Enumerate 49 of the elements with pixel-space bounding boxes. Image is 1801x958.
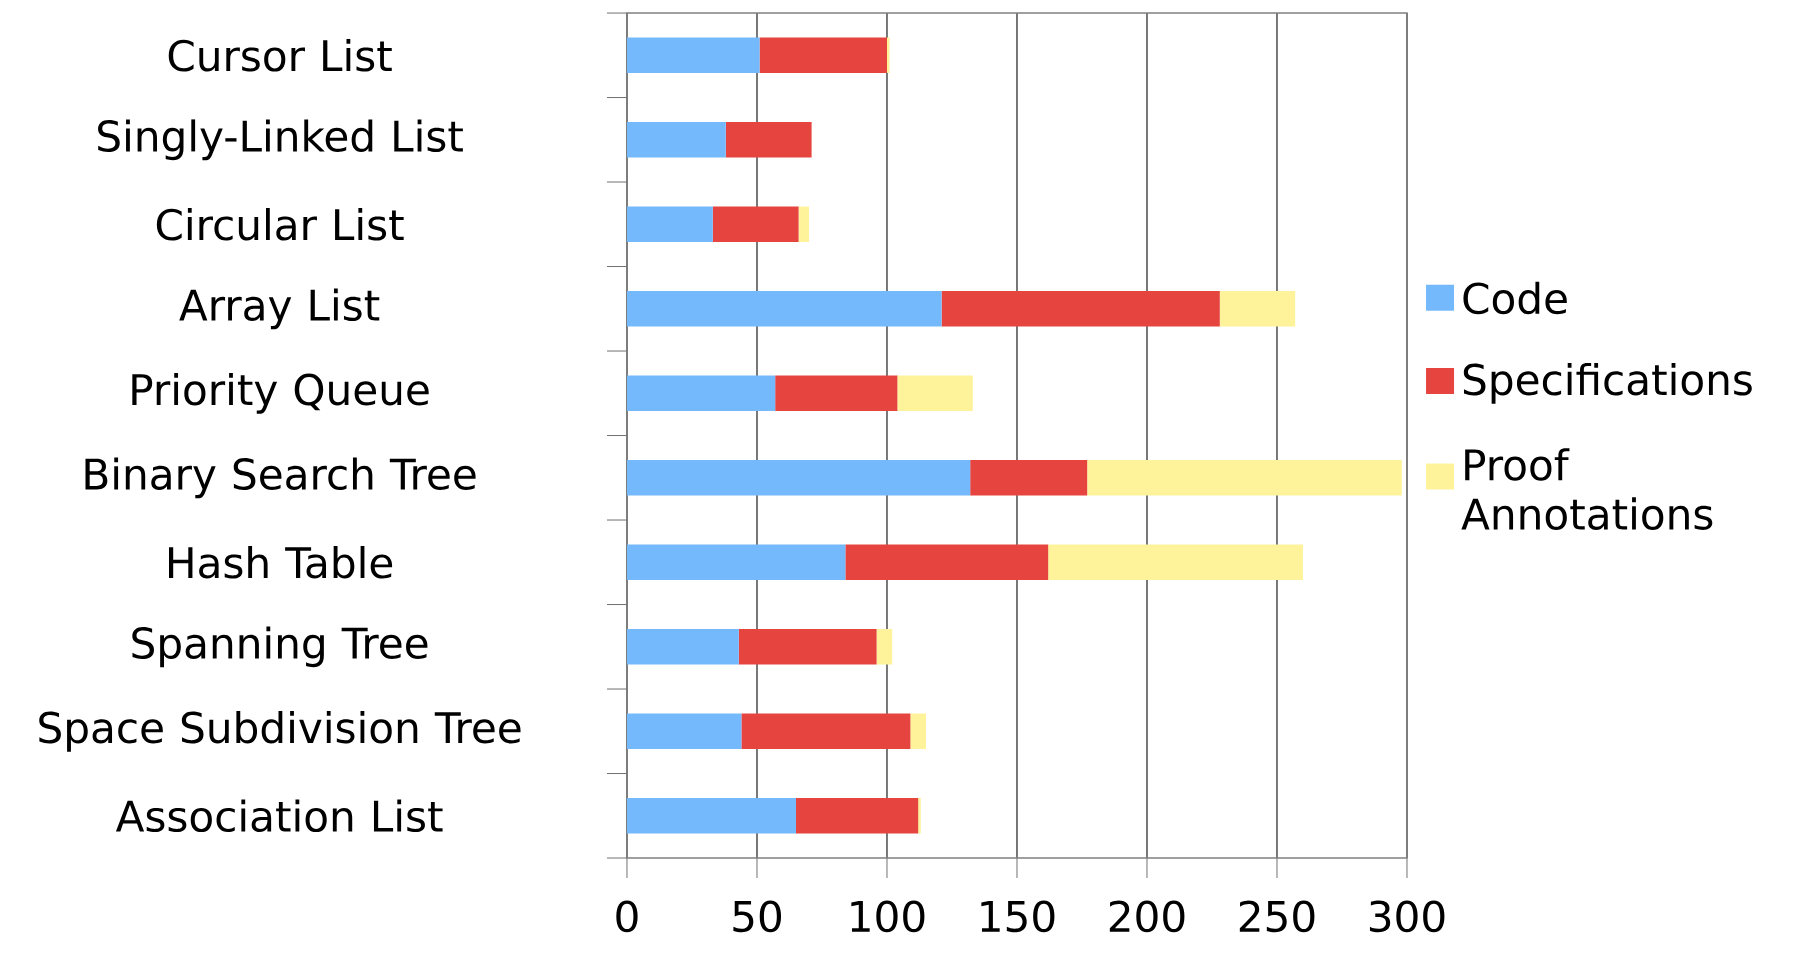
x-tick-label: 200 — [1109, 900, 1185, 933]
x-tick-label: 100 — [851, 900, 925, 933]
x-tick-label: 0 — [616, 900, 638, 933]
bar — [775, 375, 898, 412]
y-tick-label: Spanning Tree — [132, 626, 428, 668]
x-tick-label: 300 — [1369, 900, 1445, 933]
bar — [759, 37, 887, 74]
x-tick-label: 150 — [981, 900, 1055, 933]
bar — [738, 629, 877, 665]
y-tick-label: Space Subdivision Tree — [39, 710, 521, 752]
bar — [626, 206, 713, 243]
x-tick-label: 250 — [1239, 900, 1315, 933]
x-tick-label: 50 — [733, 900, 782, 933]
bar — [886, 37, 890, 74]
bar — [725, 122, 812, 158]
legend-label: Proof Annotations — [1461, 448, 1713, 530]
bar — [741, 713, 911, 750]
bar — [941, 291, 1220, 327]
y-tick-label: Singly-Linked List — [98, 119, 463, 161]
bar — [626, 291, 942, 327]
bar — [918, 798, 921, 834]
bar — [626, 37, 760, 74]
bar — [876, 629, 893, 665]
bar — [1048, 544, 1303, 581]
y-tick-label: Hash Table — [169, 545, 393, 579]
y-tick-label: Array List — [179, 288, 380, 330]
y-tick-label: Priority Queue — [132, 372, 429, 414]
y-tick-label: Association List — [115, 799, 443, 833]
bar — [626, 713, 742, 750]
y-tick-label: Circular List — [156, 207, 404, 241]
bar — [626, 375, 776, 412]
bar — [1219, 291, 1296, 327]
bar — [626, 629, 739, 665]
bar — [626, 460, 971, 496]
legend-label: Code — [1463, 281, 1567, 315]
bar — [970, 460, 1088, 496]
legend-label: Specifications — [1463, 362, 1752, 404]
bar — [626, 122, 726, 158]
y-tick-label: Binary Search Tree — [85, 457, 476, 499]
bar — [626, 798, 796, 834]
bar — [712, 206, 799, 243]
bar — [910, 713, 926, 750]
bar — [796, 798, 919, 834]
bar — [897, 375, 973, 412]
bar — [1087, 460, 1402, 496]
bar — [626, 544, 846, 581]
bar — [845, 544, 1049, 581]
bar — [798, 206, 809, 243]
y-tick-label: Cursor List — [168, 38, 392, 72]
